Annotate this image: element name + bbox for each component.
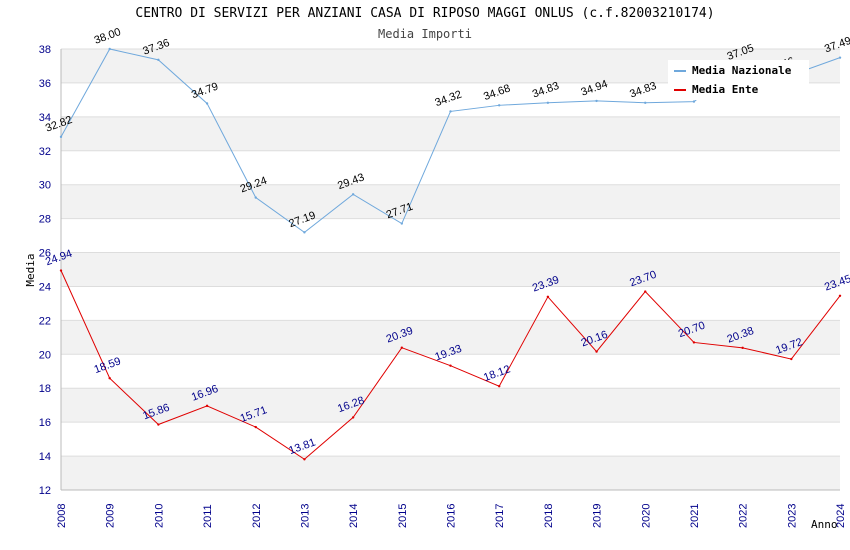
legend-swatch-nazionale [674,70,686,72]
y-tick-label: 26 [39,248,51,260]
data-label: 34.32 [433,89,463,110]
legend: Media Nazionale Media Ente [668,60,809,100]
data-point [108,377,111,380]
grid-band [61,388,840,423]
grid-band [61,252,840,287]
x-tick-label: 2022 [738,504,750,528]
grid-bands [61,49,840,490]
data-point [303,231,306,234]
legend-label-ente: Media Ente [692,83,759,96]
x-tick-label: 2024 [835,504,847,528]
data-point [400,222,404,225]
data-point [741,346,744,350]
legend-swatch-ente [674,89,686,91]
x-tick-label: 2023 [786,504,798,528]
grid-band [61,184,840,219]
x-tick-label: 2012 [251,504,263,528]
x-tick-label: 2011 [202,504,214,528]
data-point [595,350,598,353]
legend-label-nazionale: Media Nazionale [692,64,792,77]
x-tick-label: 2021 [689,504,701,528]
x-tick-label: 2008 [56,504,68,528]
data-point [254,196,257,199]
x-tick-label: 2017 [494,504,506,528]
data-point [644,290,647,293]
y-tick-label: 24 [39,281,51,293]
data-point [157,58,160,62]
y-tick-label: 12 [39,485,51,497]
data-point [400,346,404,349]
y-tick-label: 36 [39,78,51,90]
data-point [59,269,63,272]
data-label: 18.12 [482,363,512,384]
data-point [546,295,550,299]
data-point [303,458,306,461]
grid-band [61,116,840,151]
y-tick-label: 20 [39,349,51,361]
data-point [449,364,452,367]
y-tick-label: 30 [39,180,51,192]
data-point [59,135,63,139]
data-point [692,100,696,103]
y-tick-label: 32 [39,146,51,158]
y-tick-label: 14 [39,451,51,463]
chart-title: CENTRO DI SERVIZI PER ANZIANI CASA DI RI… [135,6,715,21]
data-point [254,425,257,429]
data-point [546,101,550,104]
x-axis-label: Anno [811,518,838,531]
y-tick-label: 34 [39,112,51,124]
data-point [692,341,696,344]
x-tick-label: 2015 [397,504,409,528]
data-point [644,101,647,104]
y-tick-label: 22 [39,315,51,327]
data-point [205,404,209,408]
y-axis-ticks: 12 14 16 18 20 22 24 26 28 30 32 34 36 38 [39,44,51,497]
y-tick-label: 38 [39,44,51,56]
x-tick-label: 2020 [640,504,652,528]
grid-band [61,456,840,490]
data-point [595,99,598,103]
data-point [157,423,160,426]
data-point [497,384,501,388]
grid-band [61,320,840,355]
legend-item-nazionale: Media Nazionale [674,64,791,78]
data-point [497,104,501,107]
data-point [449,110,452,113]
y-tick-label: 18 [39,383,51,395]
x-tick-label: 2009 [105,504,117,528]
data-label: 38.00 [93,26,123,47]
x-tick-label: 2016 [446,504,458,528]
x-tick-label: 2014 [348,504,360,528]
data-label: 34.68 [482,82,512,103]
data-point [351,416,355,419]
data-point [838,294,842,297]
x-tick-label: 2013 [299,504,311,528]
y-axis-label: Media [24,253,37,286]
data-point [838,56,842,59]
legend-item-ente: Media Ente [674,83,758,97]
data-label: 13.81 [287,436,317,457]
x-tick-label: 2018 [543,504,555,528]
chart-subtitle: Media Importi [378,27,472,41]
data-point [790,357,793,361]
data-point [108,47,111,51]
x-tick-label: 2010 [153,504,165,528]
y-tick-label: 28 [39,214,51,226]
data-point [205,102,209,105]
y-tick-label: 16 [39,417,51,429]
data-point [351,193,355,196]
x-axis-ticks: 2008 2009 2010 2011 2012 2013 2014 2015 2016 2017… [56,504,847,528]
x-tick-label: 2019 [592,504,604,528]
data-label: 34.79 [190,81,220,102]
